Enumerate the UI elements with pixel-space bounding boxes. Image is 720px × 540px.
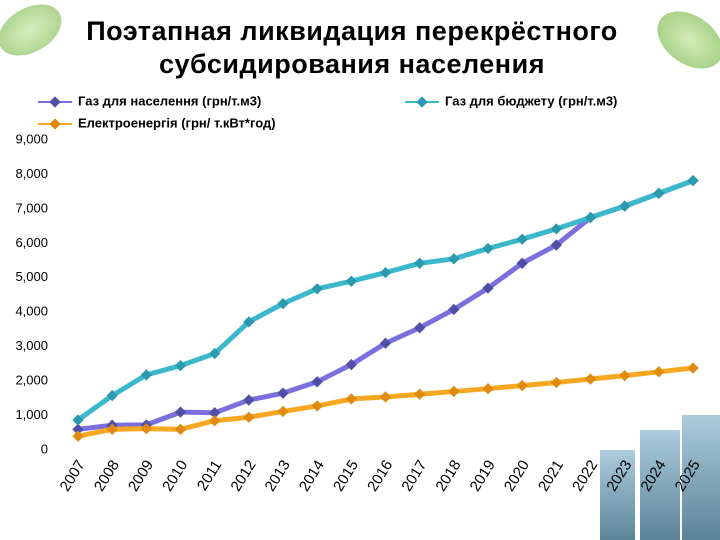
legend-label: Газ для населення (грн/т.м3) (78, 93, 261, 108)
y-tick-label: 5,000 (15, 269, 48, 284)
data-point (414, 257, 426, 269)
data-point (379, 266, 392, 279)
chart-title: Поэтапная ликвидация перекрёстного (86, 16, 618, 46)
data-point (584, 373, 597, 385)
data-point (448, 385, 460, 398)
data-point (345, 393, 357, 405)
data-point (311, 283, 323, 295)
data-point (174, 359, 187, 372)
x-tick-label: 2020 (501, 457, 533, 494)
x-tick-label: 2013 (262, 457, 294, 494)
x-tick-label: 2018 (432, 457, 464, 494)
data-point (584, 211, 597, 224)
data-point (277, 405, 289, 418)
series-line (76, 178, 694, 423)
data-point (619, 369, 631, 382)
legend-marker (416, 96, 428, 108)
data-point (516, 233, 528, 245)
data-point (448, 253, 460, 265)
y-tick-label: 9,000 (15, 131, 48, 146)
data-point (209, 415, 221, 427)
x-tick-label: 2008 (91, 457, 123, 494)
x-tick-label: 2012 (227, 457, 259, 494)
data-point (345, 358, 357, 371)
data-point (311, 376, 323, 388)
x-tick-label: 2016 (364, 457, 396, 494)
legend-label: Електроенергія (грн/ т.кВт*год) (78, 115, 276, 130)
x-tick-label: 2009 (125, 457, 157, 494)
legend-label: Газ для бюджету (грн/т.м3) (445, 93, 617, 108)
x-tick-label: 2014 (296, 457, 328, 494)
data-point (379, 391, 392, 403)
legend-marker (49, 96, 61, 108)
y-tick-label: 0 (41, 441, 48, 456)
y-tick-label: 8,000 (15, 166, 48, 181)
data-point (482, 282, 494, 294)
x-tick-label: 2011 (194, 457, 226, 493)
y-tick-label: 6,000 (15, 235, 48, 250)
building-decoration (600, 415, 720, 540)
y-tick-label: 3,000 (15, 338, 48, 353)
data-point (243, 394, 255, 406)
data-point (174, 423, 187, 435)
data-point (345, 275, 357, 287)
data-point (414, 322, 426, 334)
legend-marker (49, 118, 61, 130)
data-point (209, 407, 221, 419)
data-point (482, 383, 494, 395)
data-point (140, 422, 152, 435)
x-tick-label: 2007 (57, 457, 89, 494)
data-point (619, 200, 631, 212)
data-point (277, 297, 289, 310)
y-tick-label: 4,000 (15, 304, 48, 319)
data-point (687, 174, 699, 187)
data-point (174, 406, 187, 418)
data-point (277, 387, 289, 399)
x-tick-label: 2017 (398, 457, 430, 494)
data-point (140, 369, 152, 381)
data-point (653, 366, 665, 378)
chart-title: субсидирования населения (159, 49, 545, 79)
x-tick-label: 2015 (330, 457, 362, 494)
data-point (516, 379, 528, 392)
data-point (550, 239, 562, 251)
x-tick-label: 2022 (569, 457, 601, 494)
data-point (448, 303, 460, 316)
data-point (550, 376, 562, 389)
data-point (414, 388, 426, 400)
data-point (516, 257, 528, 269)
data-point (687, 362, 699, 374)
data-point (379, 337, 392, 349)
leaf-decoration (657, 11, 720, 69)
leaf-decoration (0, 4, 62, 56)
y-tick-label: 7,000 (15, 200, 48, 215)
y-tick-label: 2,000 (15, 373, 48, 388)
data-point (243, 411, 255, 423)
y-tick-label: 1,000 (15, 407, 48, 422)
data-point (550, 223, 562, 235)
data-point (482, 242, 494, 255)
data-point (653, 187, 665, 200)
data-point (243, 316, 255, 328)
x-tick-label: 2019 (467, 457, 499, 494)
x-tick-label: 2010 (159, 457, 191, 494)
data-point (311, 400, 323, 412)
data-point (72, 430, 84, 442)
x-tick-label: 2021 (535, 457, 567, 494)
data-point (209, 347, 221, 360)
